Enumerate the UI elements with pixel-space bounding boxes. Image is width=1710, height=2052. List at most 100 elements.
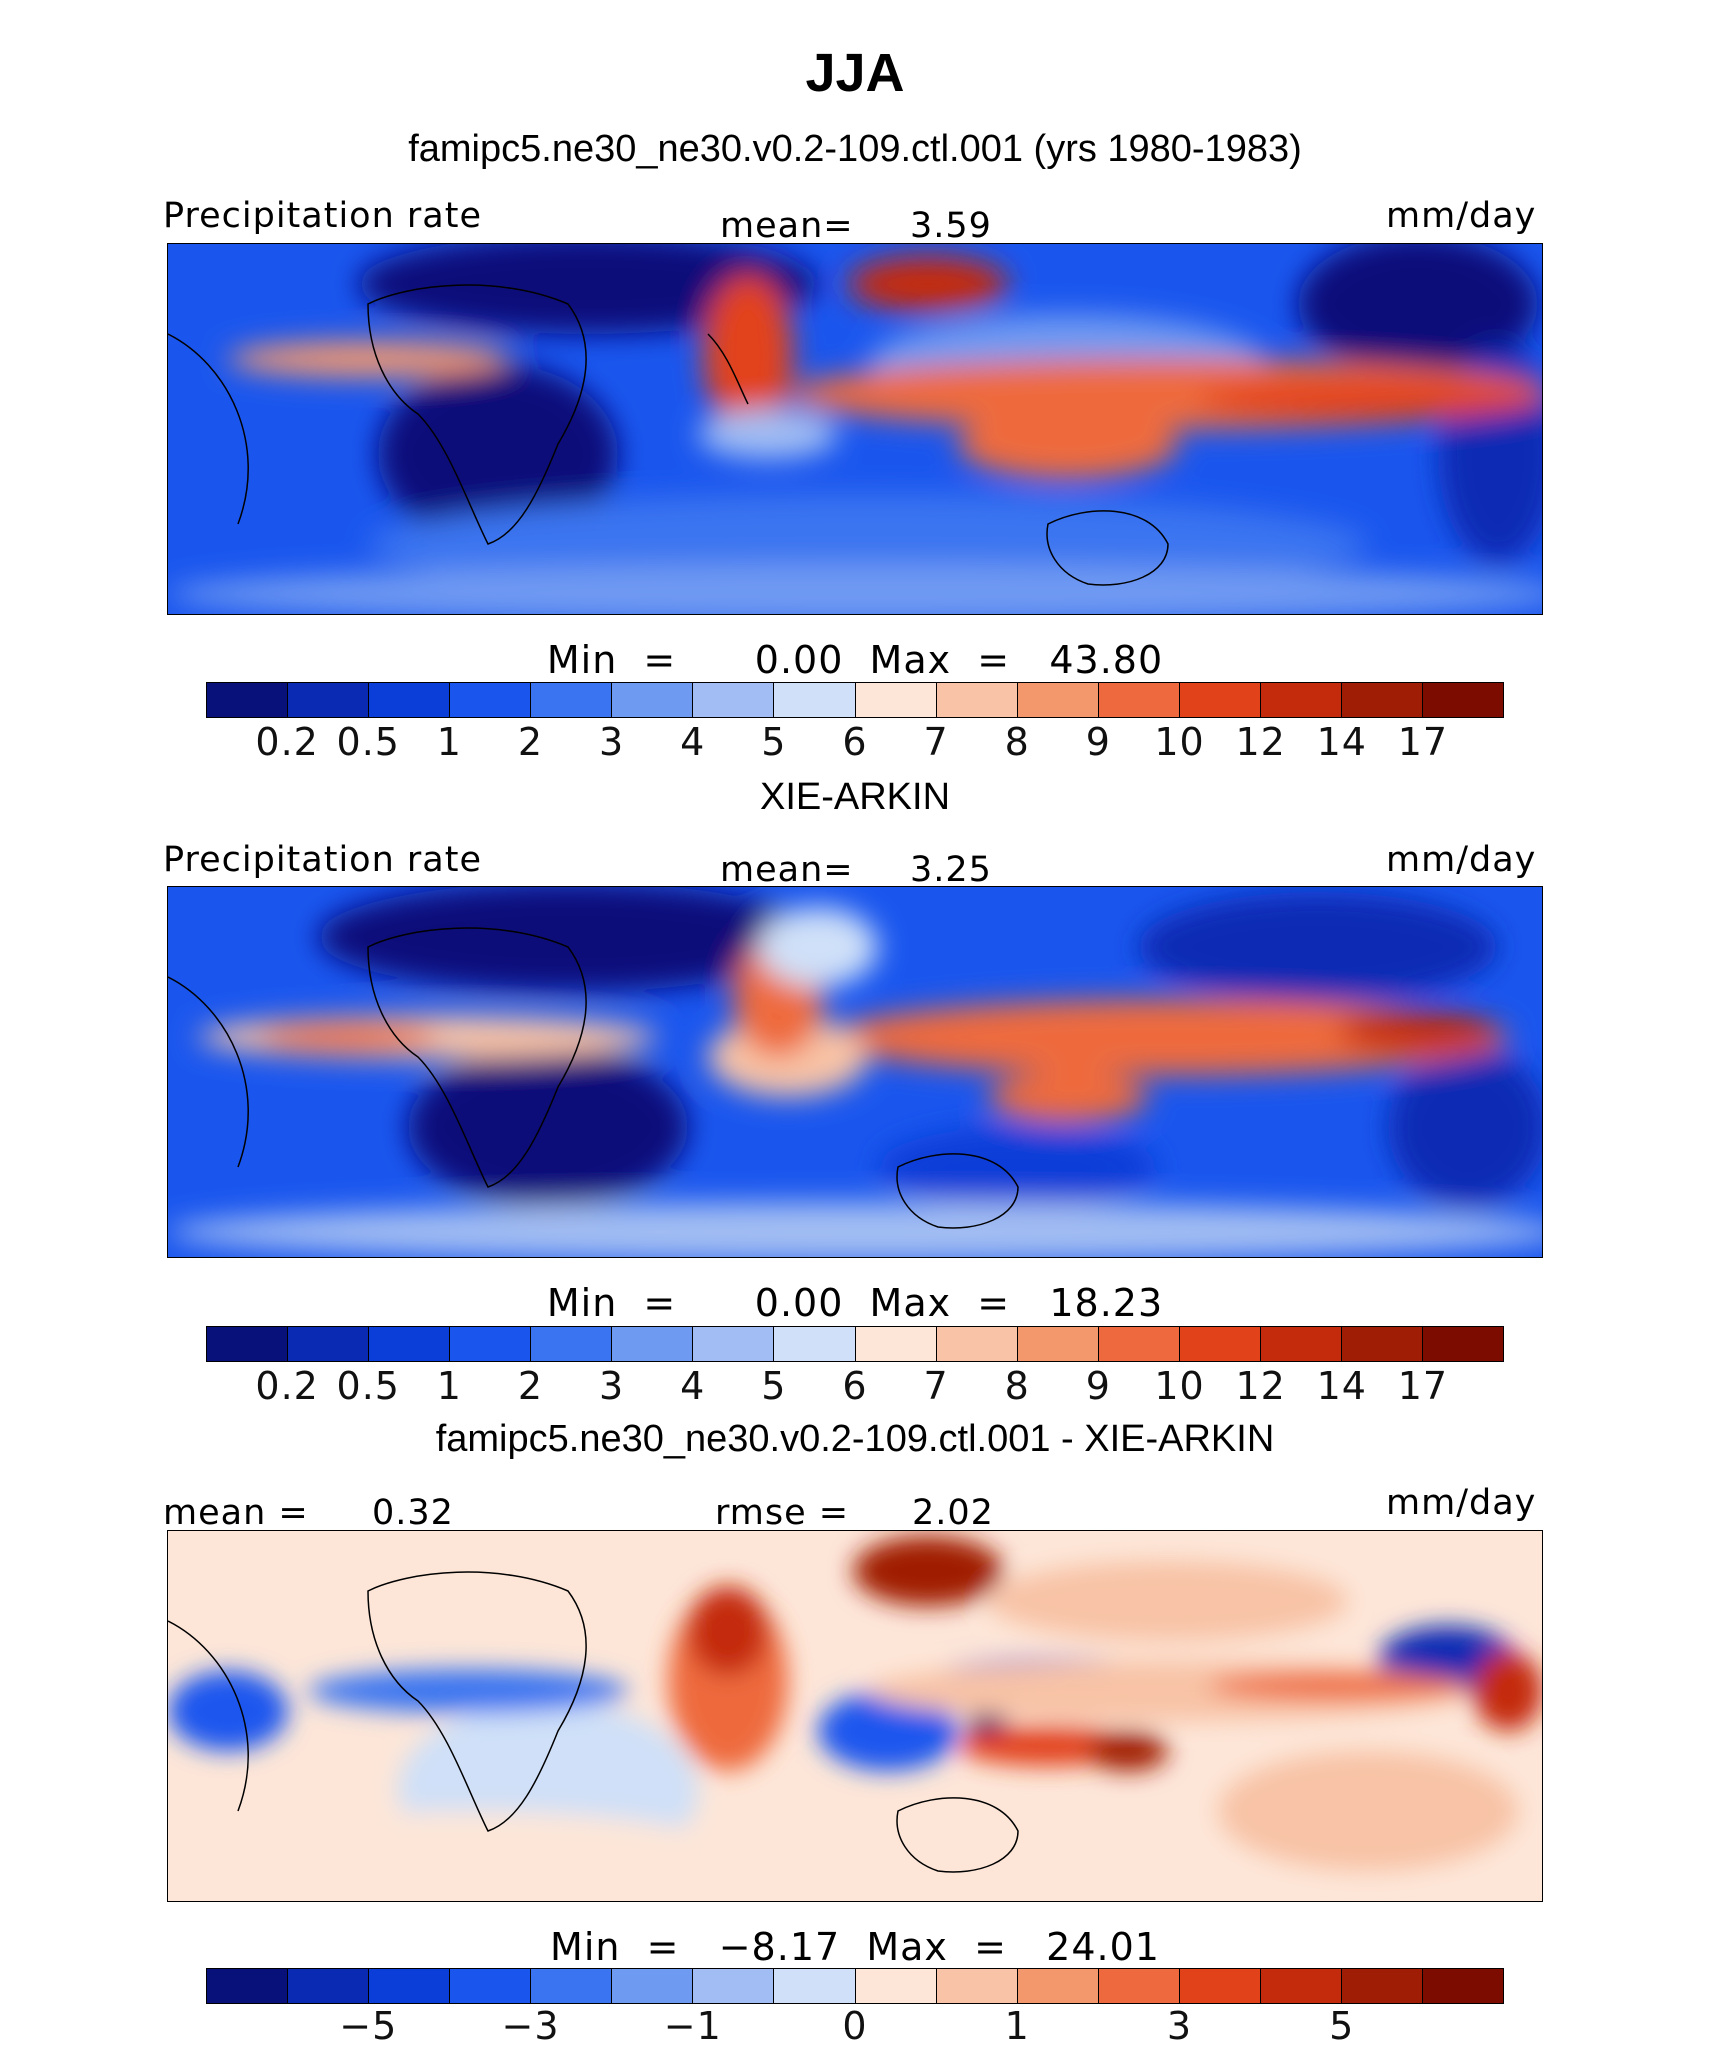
- panel1-max-value: 43.80: [1049, 638, 1164, 682]
- panel1-mean-label: mean=: [720, 206, 854, 246]
- panel3-colorbar-swatch: [855, 1969, 937, 2003]
- panel2-colorbar-tick-label: 17: [1397, 1364, 1449, 1408]
- panel1-colorbar-swatch: [1017, 683, 1099, 717]
- panel1-colorbar-tick-label: 0.5: [336, 720, 400, 764]
- panel3-colorbar-tick-label: −3: [501, 2004, 560, 2048]
- panel1-colorbar-tick-label: 14: [1316, 720, 1367, 764]
- panel1-colorbar-tick-label: 7: [923, 720, 949, 764]
- panel3-colorbar-swatch: [1179, 1969, 1261, 2003]
- panel2-colorbar-tick-label: 7: [923, 1364, 949, 1408]
- panel3-colorbar: [206, 1968, 1504, 2004]
- panel2-colorbar-tick-label: 2: [517, 1364, 544, 1408]
- panel1-contour-field: [168, 244, 1542, 614]
- panel1-colorbar-tick-label: 5: [761, 720, 787, 764]
- panel2-colorbar-tick-label: 12: [1235, 1364, 1286, 1408]
- panel2-colorbar-tick-label: 9: [1085, 1364, 1111, 1408]
- panel2-colorbar-ticks: 0.2 0.5 1 2 3 4 5 6 7 8 9 10 12 14 17: [206, 1364, 1504, 1412]
- panel3-colorbar-swatch: [450, 1969, 532, 2003]
- panel1-colorbar-swatch: [936, 683, 1018, 717]
- panel1-mean-value: 3.59: [910, 206, 992, 246]
- panel3-mean-value: 0.32: [372, 1493, 454, 1533]
- panel1-colorbar: [206, 682, 1504, 718]
- panel2-colorbar-swatch: [288, 1327, 370, 1361]
- panel2-colorbar-swatch: [1179, 1327, 1261, 1361]
- panel3-mean-label: mean =: [163, 1493, 309, 1533]
- panel3-colorbar-tick-label: −5: [339, 2004, 398, 2048]
- panel2-colorbar-swatch: [1422, 1327, 1503, 1361]
- panel1-colorbar-swatch: [774, 683, 856, 717]
- panel3-colorbar-swatch: [774, 1969, 856, 2003]
- panel1-colorbar-swatch: [1098, 683, 1180, 717]
- panel2-colorbar-tick-label: 3: [599, 1364, 625, 1408]
- panel1-colorbar-tick-label: 12: [1235, 720, 1286, 764]
- panel2-colorbar-swatch: [1098, 1327, 1180, 1361]
- panel2-colorbar-swatch: [936, 1327, 1018, 1361]
- panel2-colorbar-tick-label: 5: [761, 1364, 787, 1408]
- panel1-colorbar-tick-label: 1: [436, 720, 462, 764]
- panel1-map: [167, 243, 1543, 615]
- panel1-colorbar-tick-label: 2: [517, 720, 544, 764]
- panel1-colorbar-tick-label: 10: [1154, 720, 1205, 764]
- panel1-colorbar-swatch: [207, 683, 289, 717]
- panel3-rmse-value: 2.02: [912, 1493, 994, 1533]
- panel3-colorbar-swatch: [936, 1969, 1018, 2003]
- panel2-colorbar-swatch: [1017, 1327, 1099, 1361]
- panel1-colorbar-swatch: [1179, 683, 1261, 717]
- panel2-minmax: Min = 0.00 Max = 18.23: [0, 1281, 1710, 1325]
- panel3-colorbar-tick-label: 3: [1166, 2004, 1193, 2048]
- panel1-colorbar-swatch: [531, 683, 613, 717]
- panel1-colorbar-swatch: [693, 683, 775, 717]
- panel2-mean-label: mean=: [720, 850, 854, 890]
- panel1-colorbar-tick-label: 9: [1085, 720, 1111, 764]
- panel2-colorbar-tick-label: 8: [1004, 1364, 1030, 1408]
- panel3-colorbar-tick-label: 5: [1329, 2004, 1355, 2048]
- panel2-colorbar-swatch: [450, 1327, 532, 1361]
- panel1-colorbar-tick-label: 8: [1004, 720, 1030, 764]
- figure-title: JJA: [805, 43, 905, 103]
- panel1-subtitle: famipc5.ne30_ne30.v0.2-109.ctl.001 (yrs …: [408, 128, 1302, 170]
- panel1-min-value: 0.00: [754, 638, 844, 682]
- panel3-colorbar-swatch: [288, 1969, 370, 2003]
- panel1-colorbar-tick-label: 17: [1397, 720, 1449, 764]
- panel3-colorbar-ticks: −5 −3 −1 0 1 3 5: [206, 2004, 1504, 2052]
- panel1-colorbar-swatch: [1341, 683, 1423, 717]
- panel2-colorbar: [206, 1326, 1504, 1362]
- panel1-colorbar-swatch: [450, 683, 532, 717]
- panel2-min-value: 0.00: [754, 1281, 844, 1325]
- panel1-minmax: Min = 0.00 Max = 43.80: [0, 638, 1710, 682]
- panel3-colorbar-swatch: [612, 1969, 694, 2003]
- panel3-colorbar-swatch: [1341, 1969, 1423, 2003]
- panel1-colorbar-tick-label: 4: [680, 720, 706, 764]
- panel2-subtitle: XIE-ARKIN: [759, 776, 951, 818]
- panel1-variable-label: Precipitation rate: [163, 196, 482, 236]
- panel1-max-label: Max =: [869, 638, 1011, 682]
- panel2-colorbar-tick-label: 0.2: [255, 1364, 319, 1408]
- panel2-colorbar-tick-label: 0.5: [336, 1364, 400, 1408]
- panel2-colorbar-swatch: [774, 1327, 856, 1361]
- panel1-min-label: Min =: [546, 638, 677, 682]
- panel3-colorbar-tick-label: 1: [1004, 2004, 1030, 2048]
- panel2-mean-value: 3.25: [910, 850, 992, 890]
- panel3-colorbar-swatch: [369, 1969, 451, 2003]
- panel2-colorbar-tick-label: 4: [680, 1364, 706, 1408]
- panel3-max-value: 24.01: [1046, 1925, 1160, 1969]
- panel3-colorbar-swatch: [531, 1969, 613, 2003]
- panel1-colorbar-swatch: [369, 683, 451, 717]
- panel3-max-label: Max =: [866, 1925, 1007, 1969]
- panel2-max-label: Max =: [869, 1281, 1011, 1325]
- panel1-colorbar-ticks: 0.2 0.5 1 2 3 4 5 6 7 8 9 10 12 14 17: [206, 720, 1504, 768]
- panel2-colorbar-swatch: [855, 1327, 937, 1361]
- panel1-colorbar-tick-label: 6: [842, 720, 868, 764]
- panel2-map: [167, 886, 1543, 1258]
- panel2-colorbar-swatch: [531, 1327, 613, 1361]
- panel2-colorbar-swatch: [207, 1327, 289, 1361]
- panel3-colorbar-swatch: [207, 1969, 289, 2003]
- panel2-contour-field: [168, 887, 1542, 1257]
- panel1-colorbar-tick-label: 3: [599, 720, 625, 764]
- panel2-colorbar-swatch: [369, 1327, 451, 1361]
- panel3-contour-field: [168, 1531, 1542, 1901]
- panel3-minmax: Min = −8.17 Max = 24.01: [0, 1925, 1710, 1969]
- panel1-colorbar-swatch: [1260, 683, 1342, 717]
- panel2-units-label: mm/day: [1386, 840, 1537, 880]
- panel3-colorbar-tick-label: −1: [663, 2004, 722, 2048]
